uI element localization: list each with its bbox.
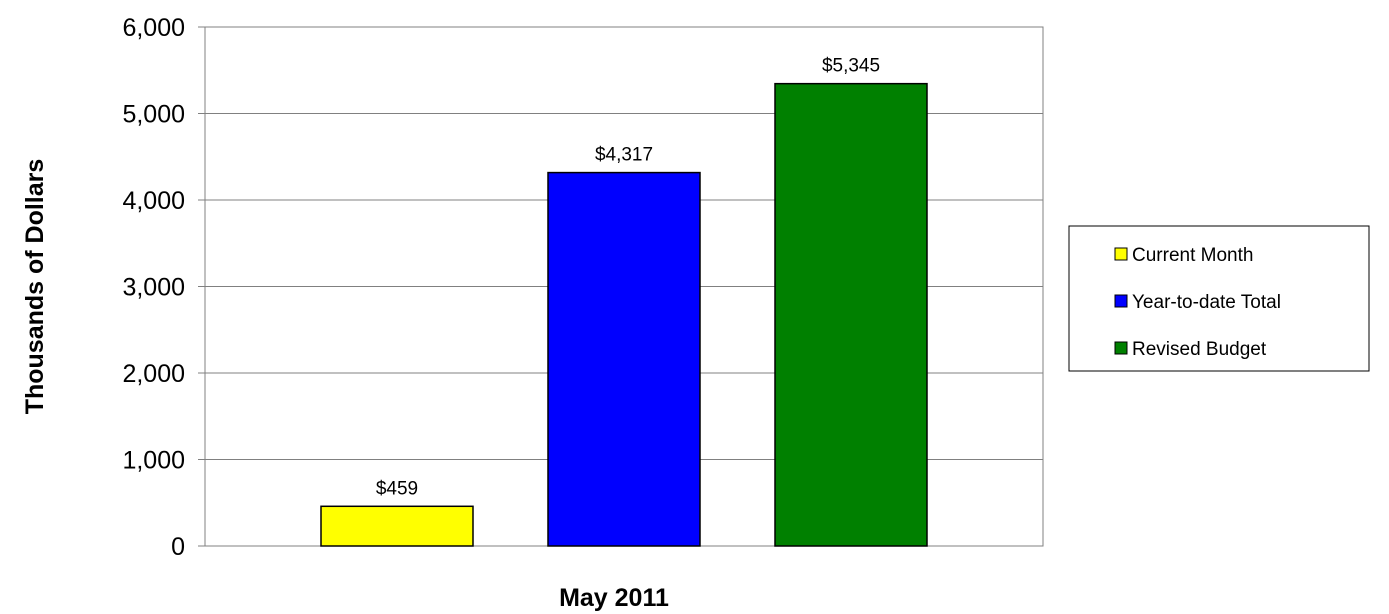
x-axis-title: May 2011 bbox=[559, 584, 669, 612]
legend-swatch bbox=[1114, 247, 1128, 261]
y-tick-label: 2,000 bbox=[122, 360, 185, 388]
y-tick-label: 1,000 bbox=[122, 447, 185, 475]
data-label: $4,317 bbox=[595, 145, 653, 166]
legend-swatch bbox=[1114, 341, 1128, 355]
data-label: $5,345 bbox=[822, 56, 880, 77]
bar-current-month bbox=[320, 505, 474, 547]
y-axis-title: Thousands of Dollars bbox=[21, 159, 49, 415]
legend-label: Current Month bbox=[1132, 245, 1253, 266]
bar-year-to-date-total bbox=[547, 171, 701, 547]
legend-label: Year-to-date Total bbox=[1132, 292, 1281, 313]
legend-label: Revised Budget bbox=[1132, 339, 1267, 360]
bar-revised-budget bbox=[774, 82, 928, 547]
legend-swatch bbox=[1114, 294, 1128, 308]
y-tick-label: 3,000 bbox=[122, 274, 185, 302]
y-tick-label: 4,000 bbox=[122, 187, 185, 215]
data-label: $459 bbox=[376, 478, 418, 499]
y-tick-label: 6,000 bbox=[122, 14, 185, 42]
y-tick-label: 0 bbox=[171, 533, 185, 561]
y-axis-ticks: 0 1,000 2,000 3,000 4,000 5,000 6,000 bbox=[122, 14, 205, 561]
bars bbox=[320, 82, 928, 547]
data-labels: $459 $4,317 $5,345 bbox=[376, 56, 880, 500]
y-tick-label: 5,000 bbox=[122, 101, 185, 129]
legend: Current Month Year-to-date Total Revised B… bbox=[1068, 225, 1370, 372]
